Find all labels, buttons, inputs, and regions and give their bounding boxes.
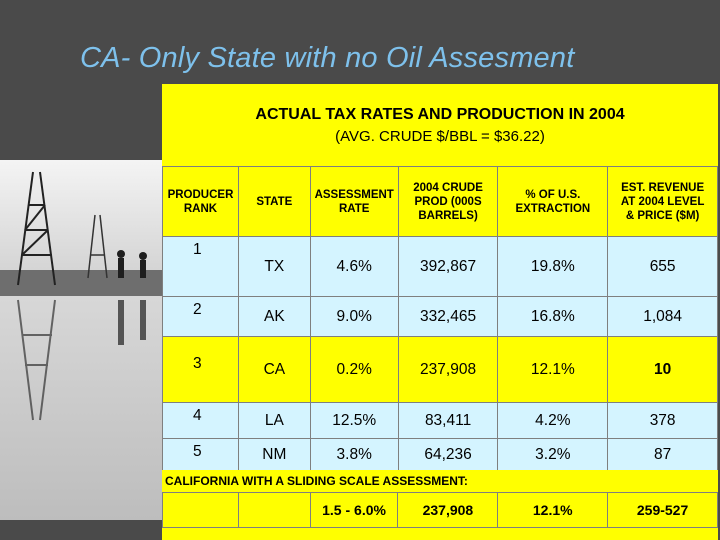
col-header-line: % OF U.S. xyxy=(525,188,581,201)
col-header-line: PROD (000S xyxy=(414,195,482,208)
table-title: ACTUAL TAX RATES AND PRODUCTION IN 2004 xyxy=(255,106,625,123)
rank-number: 4 xyxy=(193,407,202,424)
sliding-scale-row: 1.5 - 6.0% 237,908 12.1% 259-527 xyxy=(162,492,718,528)
col-header-line: & PRICE ($M) xyxy=(625,209,700,222)
sliding-scale-label: CALIFORNIA WITH A SLIDING SCALE ASSESSME… xyxy=(165,474,468,488)
table-header: ACTUAL TAX RATES AND PRODUCTION IN 2004 … xyxy=(162,84,718,166)
col-header-assessment: ASSESSMENT RATE xyxy=(309,166,399,237)
col-header-line: STATE xyxy=(256,195,293,208)
production-cell: 332,465 xyxy=(397,296,499,337)
col-header-line: 2004 CRUDE xyxy=(413,181,483,194)
sliding-scale-table: 1.5 - 6.0% 237,908 12.1% 259-527 xyxy=(162,492,718,528)
pct-us-cell: 4.2% xyxy=(497,402,609,439)
revenue-cell: 655 xyxy=(607,236,718,297)
table-row: 2 AK 9.0% 332,465 16.8% 1,084 xyxy=(162,296,718,337)
oil-derrick-photo xyxy=(0,160,170,540)
table-row: 1 TX 4.6% 392,867 19.8% 655 xyxy=(162,236,718,297)
col-header-line: RANK xyxy=(183,202,218,215)
rate-cell: 4.6% xyxy=(309,236,399,297)
rank-cell: 3 xyxy=(162,336,239,403)
rate-cell: 12.5% xyxy=(309,402,399,439)
production-cell: 392,867 xyxy=(397,236,499,297)
col-header-production: 2004 CRUDE PROD (000S BARRELS) xyxy=(397,166,499,237)
state-cell: CA xyxy=(237,336,311,403)
column-header-row: PRODUCER RANK STATE ASSESSMENT RATE 2004… xyxy=(162,166,718,237)
col-header-pct-us: % OF U.S. EXTRACTION xyxy=(497,166,609,237)
col-header-line: EXTRACTION xyxy=(515,202,591,215)
revenue-cell: 259-527 xyxy=(607,492,718,528)
table-subtitle: (AVG. CRUDE $/BBL = $36.22) xyxy=(335,128,545,145)
rank-cell: 2 xyxy=(162,296,239,337)
tax-table-panel: ACTUAL TAX RATES AND PRODUCTION IN 2004 … xyxy=(162,84,718,540)
pct-us-cell: 3.2% xyxy=(497,438,609,471)
col-header-state: STATE xyxy=(237,166,311,237)
state-cell: LA xyxy=(237,402,311,439)
production-cell: 83,411 xyxy=(397,402,499,439)
rank-number: 2 xyxy=(193,301,202,318)
rate-cell: 3.8% xyxy=(309,438,399,471)
table-row: 5 NM 3.8% 64,236 3.2% 87 xyxy=(162,438,718,471)
col-header-line: RATE xyxy=(338,202,370,215)
rank-number: 5 xyxy=(193,443,202,460)
col-header-line: AT 2004 LEVEL xyxy=(620,195,705,208)
pct-us-cell: 19.8% xyxy=(497,236,609,297)
production-cell: 64,236 xyxy=(397,438,499,471)
production-cell: 237,908 xyxy=(397,492,499,528)
rank-cell xyxy=(162,492,239,528)
rank-cell: 5 xyxy=(162,438,239,471)
col-header-line: ASSESSMENT xyxy=(314,188,394,201)
pct-us-cell: 12.1% xyxy=(497,336,609,403)
revenue-cell: 10 xyxy=(607,336,718,403)
revenue-cell: 87 xyxy=(607,438,718,471)
revenue-cell: 378 xyxy=(607,402,718,439)
production-cell: 237,908 xyxy=(397,336,499,403)
revenue-cell: 1,084 xyxy=(607,296,718,337)
col-header-line: EST. REVENUE xyxy=(621,181,705,194)
table-row: 4 LA 12.5% 83,411 4.2% 378 xyxy=(162,402,718,439)
table-row: 3 CA 0.2% 237,908 12.1% 10 xyxy=(162,336,718,403)
col-header-rank: PRODUCER RANK xyxy=(162,166,239,237)
col-header-revenue: EST. REVENUE AT 2004 LEVEL & PRICE ($M) xyxy=(607,166,718,237)
state-cell: AK xyxy=(237,296,311,337)
rank-number: 1 xyxy=(193,241,202,258)
rate-cell: 9.0% xyxy=(309,296,399,337)
sliding-scale-note: CALIFORNIA WITH A SLIDING SCALE ASSESSME… xyxy=(162,470,718,492)
state-cell: NM xyxy=(237,438,311,471)
rate-cell: 1.5 - 6.0% xyxy=(309,492,399,528)
tax-table: PRODUCER RANK STATE ASSESSMENT RATE 2004… xyxy=(162,166,718,471)
pct-us-cell: 16.8% xyxy=(497,296,609,337)
col-header-line: PRODUCER xyxy=(167,188,234,201)
rate-cell: 0.2% xyxy=(309,336,399,403)
rank-cell: 1 xyxy=(162,236,239,297)
col-header-line: BARRELS) xyxy=(418,209,478,222)
state-cell xyxy=(237,492,311,528)
rank-number: 3 xyxy=(193,355,202,372)
slide-title: CA- Only State with no Oil Assesment xyxy=(80,42,575,74)
pct-us-cell: 12.1% xyxy=(497,492,609,528)
state-cell: TX xyxy=(237,236,311,297)
rank-cell: 4 xyxy=(162,402,239,439)
